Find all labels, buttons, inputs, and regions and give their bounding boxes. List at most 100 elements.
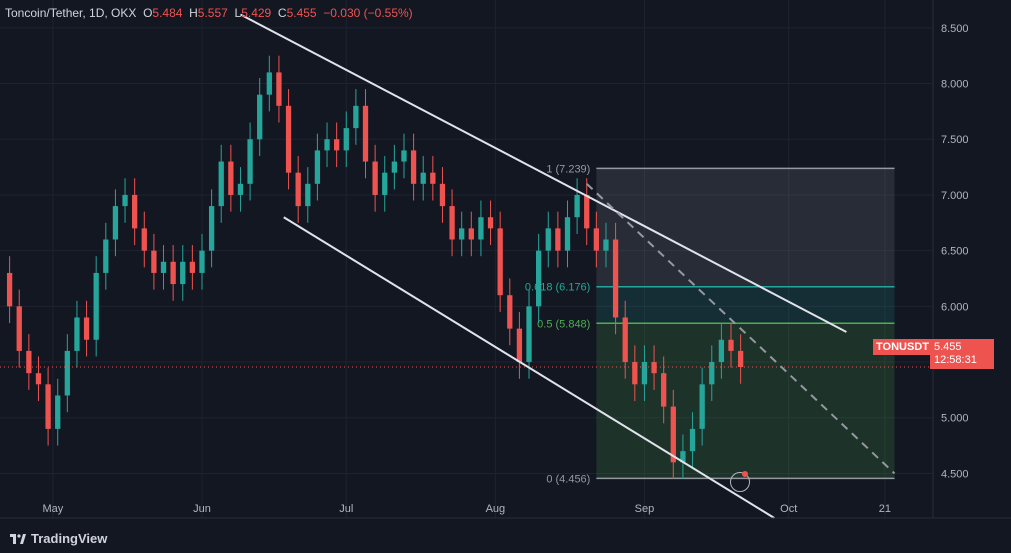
candle-body — [574, 194, 580, 218]
candle-body — [180, 261, 186, 285]
candle-body — [314, 150, 321, 184]
candle-body — [247, 139, 253, 184]
candle-body — [728, 339, 734, 351]
candle-body — [382, 172, 388, 195]
price-tick-label: 6.500 — [941, 246, 969, 258]
candle-body — [545, 228, 551, 251]
price-tick-label: 5.000 — [941, 413, 969, 425]
candle-body — [93, 272, 99, 340]
candle-body — [487, 217, 494, 229]
candle-body — [680, 451, 686, 463]
fib-zone — [596, 323, 895, 479]
candle-body — [151, 250, 157, 273]
candle-body — [257, 94, 263, 140]
fib-level-label: 0.5 (5.848) — [537, 318, 590, 330]
candle-body — [362, 105, 369, 162]
last-price-tag: 5.455 12:58:31 — [930, 339, 994, 369]
candle-body — [141, 228, 147, 251]
candle-body — [305, 183, 311, 207]
candle-body — [439, 183, 446, 207]
time-tick-label: Aug — [486, 503, 506, 515]
candles — [0, 55, 933, 480]
symbol-name: Toncoin/Tether, 1D, OKX — [5, 6, 137, 20]
candle-body — [555, 228, 561, 251]
candle-body — [218, 161, 224, 207]
open-label: O — [143, 6, 153, 20]
bar-countdown: 12:58:31 — [934, 354, 977, 366]
candle-body — [391, 161, 398, 173]
candle-body — [410, 150, 417, 184]
candle-body — [276, 72, 282, 106]
candle-body — [709, 362, 715, 385]
candle-body — [170, 261, 176, 285]
price-tick-label: 6.000 — [941, 301, 969, 313]
trend-channel[interactable] — [239, 13, 896, 519]
candle-body — [64, 350, 70, 396]
candle-body — [737, 350, 744, 368]
candle-body — [372, 161, 378, 195]
candle-body — [189, 261, 196, 273]
candle-body — [497, 228, 503, 296]
candle-body — [430, 172, 436, 184]
candle-body — [699, 384, 705, 429]
candle-body — [160, 261, 167, 273]
fib-level-label: 0.618 (6.176) — [525, 282, 590, 294]
candle-body — [526, 306, 532, 363]
candle-body — [237, 183, 244, 195]
candle-body — [622, 317, 628, 363]
price-tick-label: 7.500 — [941, 134, 969, 146]
price-tick-label: 8.000 — [941, 79, 969, 91]
fib-level-label: 1 (7.239) — [546, 163, 590, 175]
candle-body — [132, 194, 138, 229]
time-tick-label: May — [43, 503, 64, 515]
candle-body — [507, 295, 513, 329]
close-value: 5.455 — [286, 6, 317, 20]
candle-body — [295, 172, 301, 207]
low-value: 5.429 — [241, 6, 272, 20]
candle-body — [689, 428, 696, 452]
ticker-symbol-tag: TONUSDT — [873, 339, 932, 355]
price-tick-label: 7.000 — [941, 190, 969, 202]
candle-body — [35, 373, 42, 385]
candle-body — [516, 328, 523, 363]
time-tick-label: Oct — [780, 503, 797, 515]
candle-body — [459, 228, 465, 240]
time-tick-label: Sep — [635, 503, 655, 515]
candle-body — [651, 362, 657, 374]
candle-body — [83, 317, 90, 340]
candle-body — [45, 384, 51, 429]
brand-name: TradingView — [31, 531, 108, 546]
candle-body — [285, 105, 292, 173]
tradingview-logo-icon — [10, 533, 26, 544]
candle-body — [612, 239, 619, 318]
notification-dot-icon — [742, 471, 748, 477]
candle-body — [199, 250, 205, 273]
replay-bolt-icon[interactable] — [730, 472, 750, 492]
candle-body — [228, 161, 234, 195]
price-tick-label: 4.500 — [941, 468, 969, 480]
candle-body — [420, 172, 426, 184]
symbol-legend: Toncoin/Tether, 1D, OKX O5.484 H5.557 L5… — [5, 6, 413, 20]
candle-body — [584, 194, 590, 229]
open-value: 5.484 — [152, 6, 183, 20]
tradingview-brand[interactable]: TradingView — [10, 531, 107, 546]
candle-body — [55, 395, 61, 429]
candle-body — [324, 139, 330, 151]
candle-body — [103, 239, 109, 273]
candle-body — [661, 373, 667, 407]
candle-body — [632, 362, 638, 385]
last-price-value: 5.455 — [934, 341, 962, 353]
fib-zone — [596, 286, 895, 324]
change-value: −0.030 (−0.55%) — [323, 6, 413, 20]
candle-body — [343, 128, 349, 151]
price-axis[interactable]: 4.5005.0005.5006.0006.5007.0007.5008.000… — [941, 23, 969, 481]
candle-body — [593, 228, 599, 251]
fibonacci-retracement[interactable]: 1 (7.239) 0.618 (6.176) 0.5 (5.848) 0 (4.45… — [525, 163, 895, 485]
candle-body — [112, 206, 119, 240]
candle-body — [26, 350, 32, 374]
close-label: C — [277, 6, 287, 20]
time-axis[interactable]: May Jun Jul Aug Sep Oct 21 — [43, 503, 892, 515]
channel-lower-line — [283, 216, 775, 519]
candle-body — [16, 306, 22, 351]
